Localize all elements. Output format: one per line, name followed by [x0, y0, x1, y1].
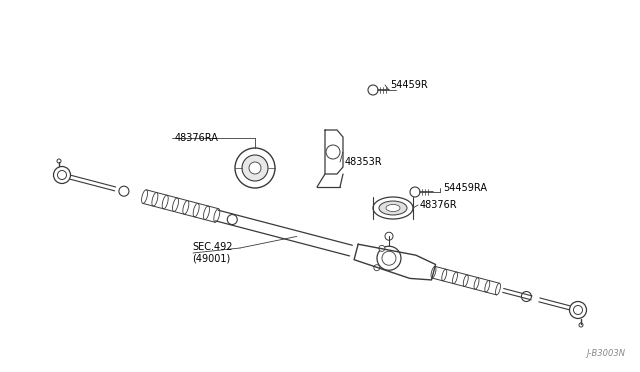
Circle shape: [119, 186, 129, 196]
Text: SEC.492
(49001): SEC.492 (49001): [192, 242, 232, 264]
Text: 54459R: 54459R: [390, 80, 428, 90]
Circle shape: [579, 323, 583, 327]
Ellipse shape: [379, 201, 407, 215]
Circle shape: [242, 155, 268, 181]
Text: 54459RA: 54459RA: [443, 183, 487, 193]
Circle shape: [235, 148, 275, 188]
Text: 48353R: 48353R: [345, 157, 383, 167]
Circle shape: [379, 246, 385, 251]
Circle shape: [374, 265, 380, 271]
Circle shape: [410, 187, 420, 197]
Text: 48376RA: 48376RA: [175, 133, 219, 143]
Ellipse shape: [373, 197, 413, 219]
Text: J-B3003N: J-B3003N: [586, 349, 625, 358]
Text: 48376R: 48376R: [420, 200, 458, 210]
Circle shape: [249, 162, 261, 174]
Circle shape: [227, 215, 237, 225]
Circle shape: [57, 159, 61, 163]
Circle shape: [522, 292, 531, 301]
Circle shape: [377, 246, 401, 270]
Circle shape: [385, 232, 393, 240]
Circle shape: [368, 85, 378, 95]
Ellipse shape: [386, 205, 400, 212]
